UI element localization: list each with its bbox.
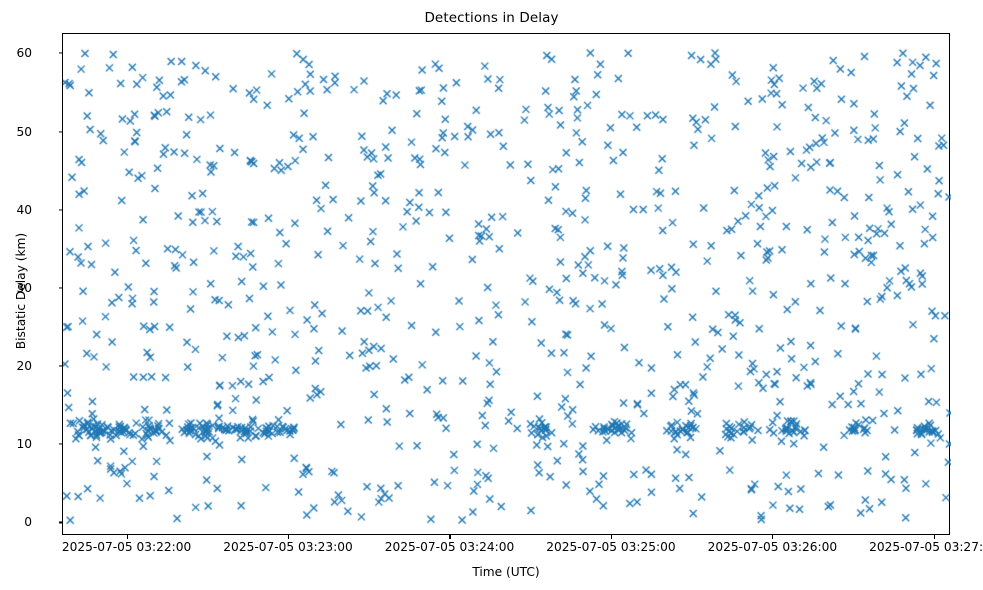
y-tick-mark <box>58 130 62 133</box>
x-tick-mark <box>610 535 613 539</box>
x-tick-mark <box>449 535 451 539</box>
y-tick-mark <box>58 521 62 524</box>
chart-title: Detections in Delay <box>424 10 559 26</box>
x-tick-mark <box>126 535 128 539</box>
x-tick-label: 2025-07-05 03:25:00 <box>546 540 676 554</box>
y-tick-mark <box>58 365 62 367</box>
y-tick-label: 10 <box>16 437 32 452</box>
x-tick-label: 2025-07-05 03:23:00 <box>223 540 353 554</box>
y-tick-mark <box>58 209 62 211</box>
x-tick-label: 2025-07-05 03:22:00 <box>61 540 192 554</box>
x-tick-mark <box>933 535 935 539</box>
x-tick-label: 2025-07-05 03:27:00 <box>869 540 983 554</box>
y-tick-mark <box>58 287 62 289</box>
x-tick-label: 2025-07-05 03:26:00 <box>707 540 838 554</box>
y-tick-label: 60 <box>16 46 32 61</box>
y-tick-mark <box>58 52 62 54</box>
y-tick-label: 30 <box>16 280 32 295</box>
x-tick-mark <box>288 535 290 539</box>
x-tick-mark <box>772 535 774 539</box>
y-tick-label: 40 <box>16 202 32 217</box>
y-tick-label: 0 <box>24 515 32 530</box>
plot-axes <box>62 33 951 536</box>
y-tick-label: 20 <box>16 359 32 374</box>
y-axis-label: Bistatic Delay (km) <box>14 232 28 350</box>
x-axis-label: Time (UTC) <box>472 565 540 579</box>
y-tick-label: 50 <box>16 124 32 139</box>
scatter-plot-canvas <box>63 34 951 536</box>
x-tick-label: 2025-07-05 03:24:00 <box>384 540 515 554</box>
y-tick-mark <box>58 443 62 445</box>
